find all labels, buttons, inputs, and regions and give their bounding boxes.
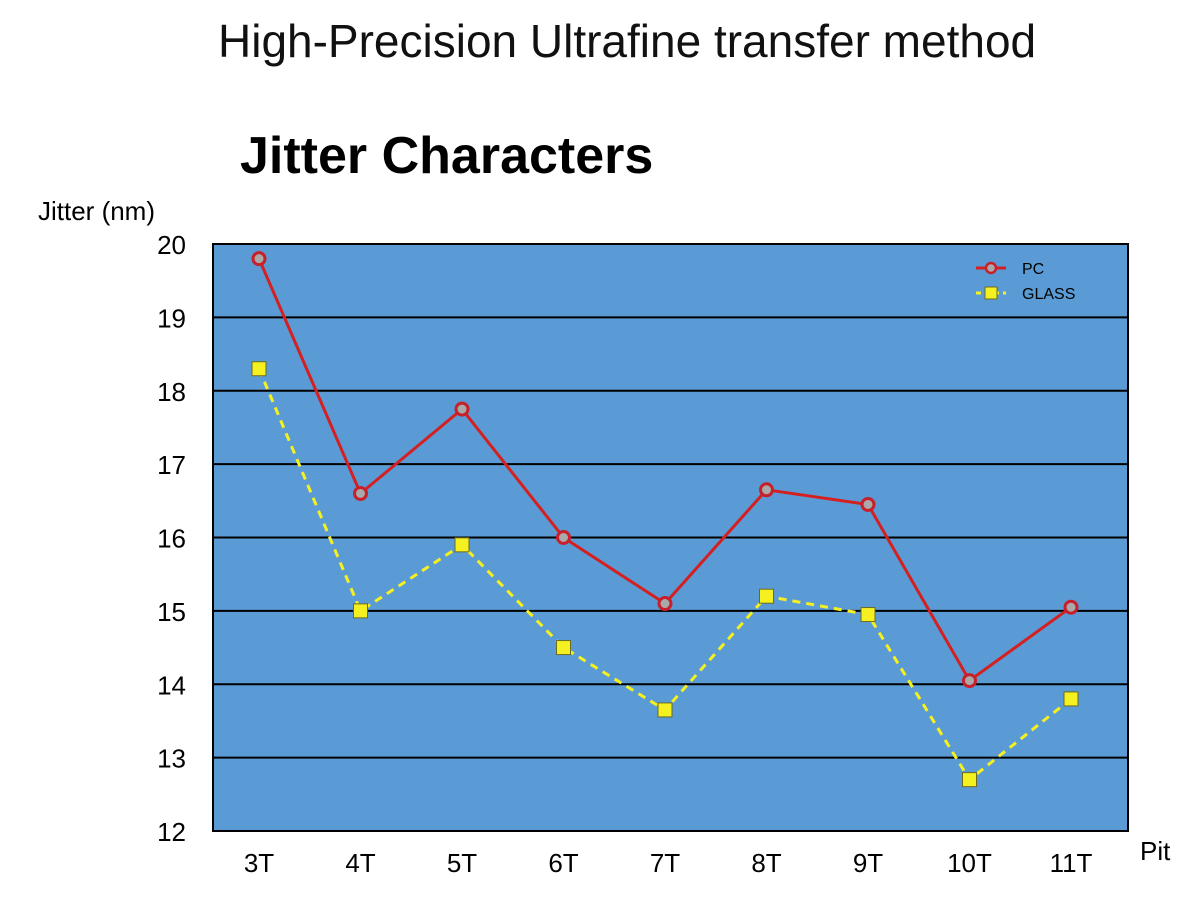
legend-label: GLASS (1022, 286, 1075, 303)
data-point (251, 361, 267, 377)
data-point (251, 251, 267, 267)
series-layer (251, 251, 1079, 788)
x-tick-label: 4T (345, 848, 375, 878)
data-point (657, 702, 673, 718)
y-tick-label: 15 (157, 597, 186, 627)
data-point (759, 482, 774, 498)
legend-item-glass: GLASS (976, 286, 1075, 303)
x-axis-label: Pit (1140, 836, 1171, 866)
data-point (657, 596, 673, 612)
data-point (454, 401, 470, 417)
data-point (556, 530, 571, 545)
data-point (454, 537, 470, 553)
legend: PC GLASS (976, 261, 1075, 303)
page-title: High-Precision Ultrafine transfer method (218, 15, 1037, 67)
y-tick-label: 20 (157, 230, 186, 260)
data-point (1063, 599, 1079, 615)
legend-marker (984, 286, 998, 300)
data-point (353, 603, 368, 619)
x-tick-label: 6T (548, 848, 578, 878)
x-tick-label: 7T (650, 848, 680, 878)
x-tick-label: 5T (447, 848, 477, 878)
y-tick-label: 19 (157, 303, 186, 333)
y-axis-ticks: 12 13 14 15 16 17 18 19 20 (157, 230, 186, 847)
legend-marker (984, 261, 998, 275)
y-tick-label: 18 (157, 377, 186, 407)
data-point (962, 673, 977, 689)
y-axis-label: Jitter (nm) (38, 196, 155, 226)
data-point (962, 772, 977, 788)
x-tick-label: 8T (751, 848, 781, 878)
data-point (556, 640, 571, 656)
series-pc (251, 251, 1079, 689)
data-point (860, 496, 876, 512)
data-point (353, 485, 368, 501)
y-tick-label: 16 (157, 524, 186, 554)
data-point (1063, 691, 1079, 707)
series-glass (251, 361, 1079, 788)
data-point (860, 607, 876, 623)
data-point (759, 588, 774, 604)
x-tick-label: 11T (1050, 848, 1093, 878)
x-tick-label: 10T (947, 848, 992, 878)
x-tick-label: 9T (853, 848, 883, 878)
y-tick-label: 13 (157, 744, 186, 774)
legend-label: PC (1022, 261, 1044, 278)
y-tick-label: 14 (157, 670, 186, 700)
x-axis-ticks: 3T 4T 5T 6T 7T 8T 9T 10T 11T (244, 848, 1093, 878)
legend-item-pc: PC (976, 261, 1044, 278)
chart-title: Jitter Characters (240, 127, 654, 185)
y-tick-label: 12 (157, 817, 186, 847)
y-tick-label: 17 (157, 450, 186, 480)
x-tick-label: 3T (244, 848, 274, 878)
